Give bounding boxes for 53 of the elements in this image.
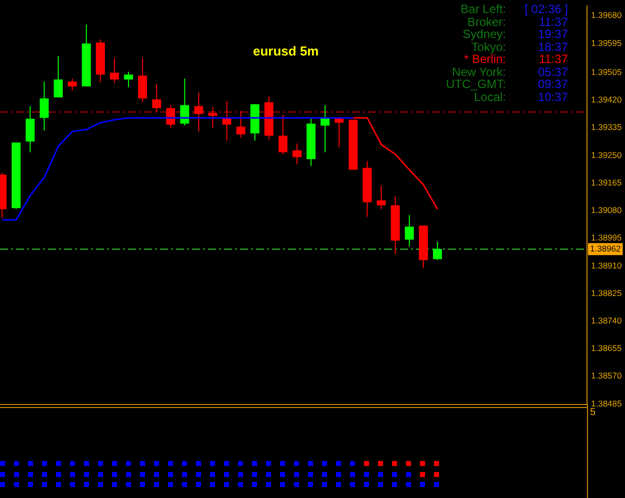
candlestick <box>138 58 148 103</box>
text: Tokyo: <box>471 40 506 54</box>
text: [ 02:36 ] <box>524 2 568 16</box>
y-tick-label: 1.38485 <box>591 398 622 408</box>
text: 5 <box>590 407 596 418</box>
candlestick <box>166 104 176 128</box>
y-tick-label: 1.39505 <box>591 67 622 78</box>
text: Sydney: <box>462 27 506 41</box>
candlestick <box>320 104 330 153</box>
text: 19:37 <box>536 27 568 41</box>
text: New York: <box>450 64 506 78</box>
candlestick <box>376 185 386 210</box>
text: * Berlin: <box>462 52 506 66</box>
y-tick-label: 1.39680 <box>591 10 622 20</box>
text: 10:37 <box>536 90 568 104</box>
y-tick-label: 1.38655 <box>591 343 622 354</box>
text: Bar Left: <box>460 2 506 16</box>
text: 18:37 <box>536 40 568 54</box>
candlestick <box>54 56 63 98</box>
y-tick-label: 1.38910 <box>591 260 622 270</box>
candlestick <box>194 92 204 132</box>
text: 05:37 <box>536 64 568 78</box>
text: 11:37 <box>538 52 568 66</box>
y-tick-label: 1.38825 <box>591 288 622 298</box>
candlestick <box>208 106 218 128</box>
candlestick <box>278 114 288 155</box>
text: Local: <box>474 90 506 104</box>
y-tick-label: 1.38570 <box>591 370 622 381</box>
candlestick <box>26 106 35 153</box>
candlestick <box>432 241 442 261</box>
y-tick-label: 1.39595 <box>591 38 622 48</box>
candlestick <box>68 78 77 92</box>
y-tick-label: 1.39165 <box>591 177 622 188</box>
y-tick-label: 1.39420 <box>591 94 622 105</box>
text: UTC_GMT: <box>445 77 506 91</box>
y-tick-label: 1.39080 <box>591 205 622 216</box>
candlestick <box>236 110 246 138</box>
candlestick <box>124 71 133 88</box>
candlestick <box>404 214 414 247</box>
candlestick <box>152 84 162 112</box>
text: eurusd 5m <box>252 44 319 59</box>
y-tick-label: 1.38995 <box>591 232 622 243</box>
text: 11:37 <box>538 14 568 28</box>
ref-line-label: 1.38962 <box>590 243 621 254</box>
text: Broker: <box>466 14 506 28</box>
y-tick-label: 1.38740 <box>591 316 622 326</box>
candlestick <box>180 78 190 126</box>
candlestick <box>110 58 119 84</box>
candlestick <box>40 80 49 132</box>
candlestick <box>292 143 302 164</box>
text: 09:37 <box>536 77 568 91</box>
y-tick-label: 1.39335 <box>591 122 622 132</box>
y-tick-label: 1.39250 <box>591 150 622 160</box>
